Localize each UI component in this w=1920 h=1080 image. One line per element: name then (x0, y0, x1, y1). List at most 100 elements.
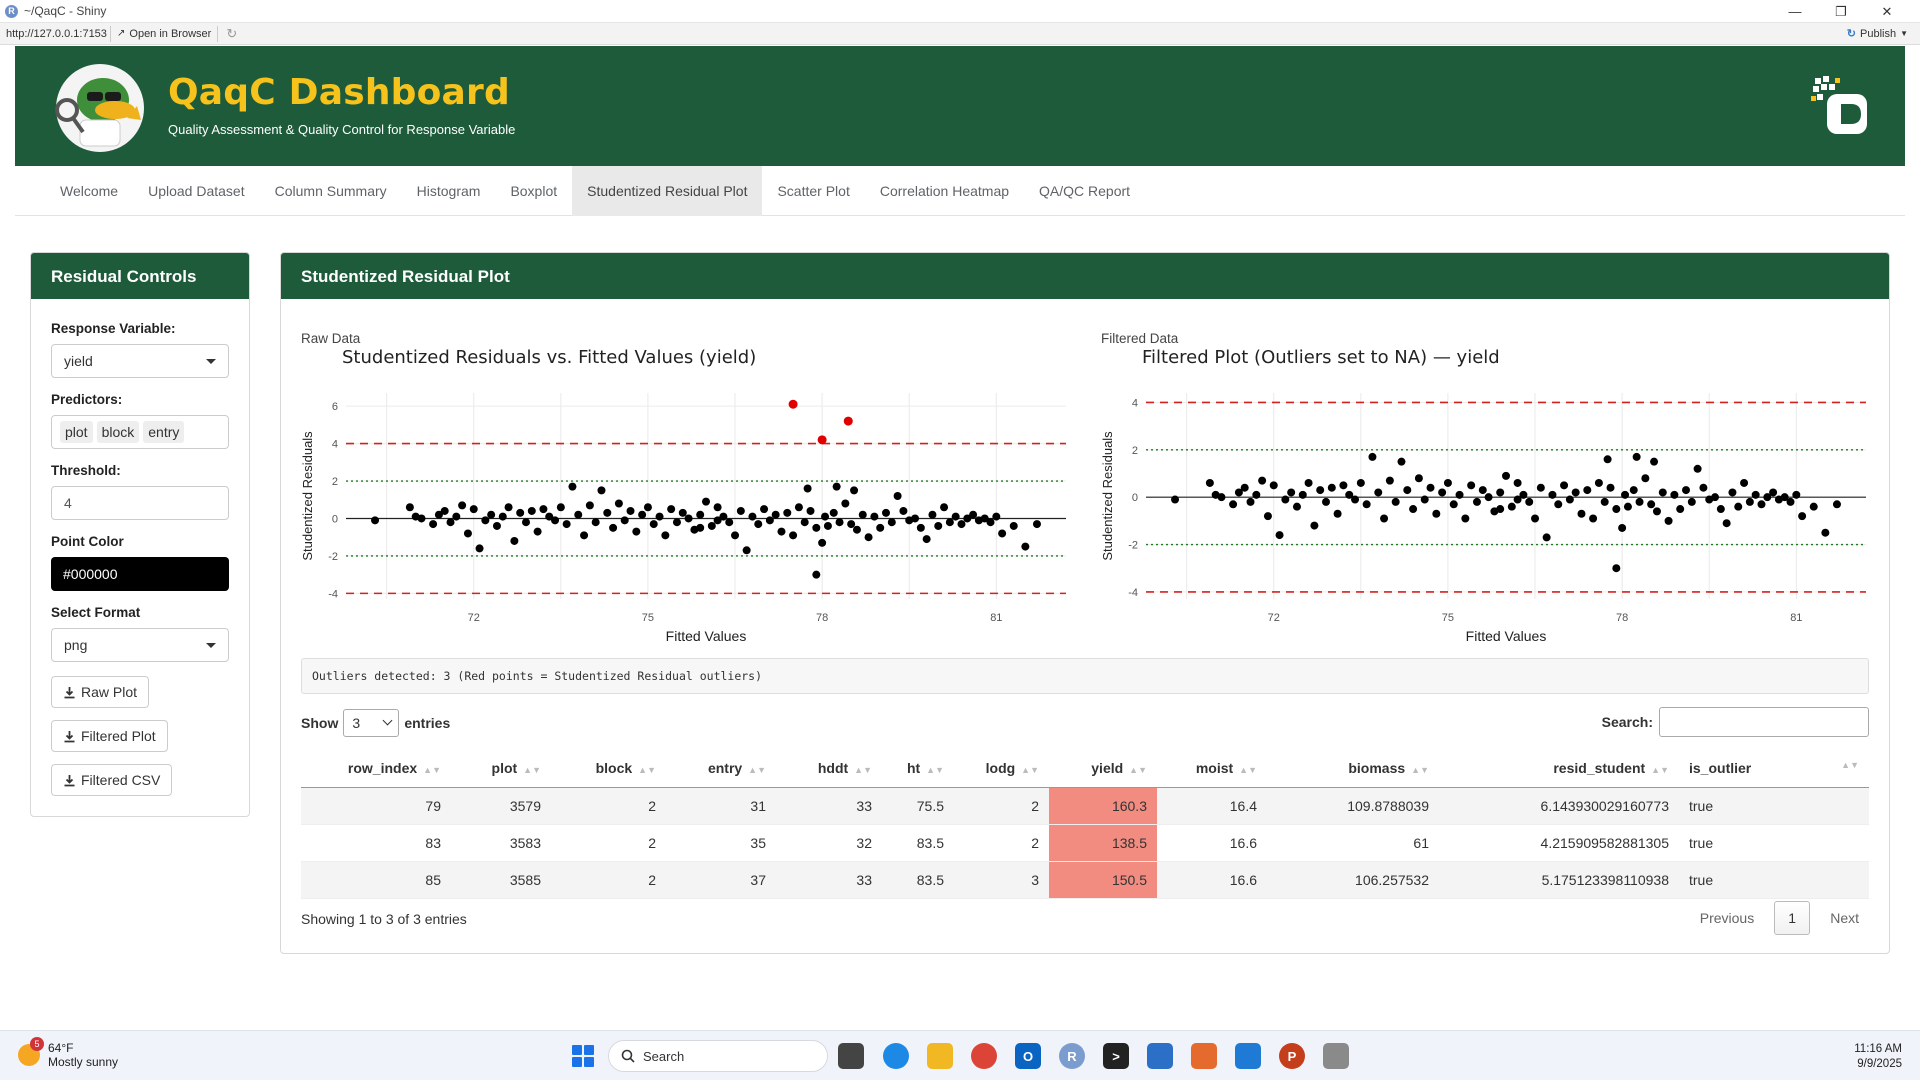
system-clock[interactable]: 11:16 AM 9/9/2025 (1854, 1042, 1902, 1072)
data-point (1438, 488, 1447, 497)
data-point (748, 512, 757, 521)
tab-qaqc-report[interactable]: QA/QC Report (1039, 183, 1131, 199)
download-filtered-csv-button[interactable]: Filtered CSV (51, 764, 173, 796)
task-view-icon[interactable] (838, 1043, 864, 1069)
data-point (684, 514, 693, 523)
col-header[interactable]: ht ▲▼ (882, 749, 954, 788)
predictors-label: Predictors: (51, 392, 123, 407)
duck-mascot-logo (55, 64, 144, 152)
notepad-icon[interactable] (1147, 1043, 1173, 1069)
open-in-browser-button[interactable]: ↗ Open in Browser (110, 25, 219, 42)
data-point (1740, 478, 1749, 487)
col-header[interactable]: moist ▲▼ (1157, 749, 1267, 788)
data-point (585, 501, 594, 510)
weather-widget[interactable]: 5 64°F Mostly sunny (18, 1037, 118, 1069)
data-point (1603, 455, 1612, 464)
tab-boxplot[interactable]: Boxplot (510, 183, 558, 199)
tab-upload-dataset[interactable]: Upload Dataset (148, 183, 245, 199)
data-point (452, 512, 461, 521)
data-point (1577, 509, 1586, 518)
col-header[interactable]: entry ▲▼ (666, 749, 776, 788)
predictors-select[interactable]: plot block entry (51, 415, 229, 449)
data-point (1612, 505, 1621, 514)
table-length-control: Show 3 entries (301, 709, 450, 737)
edge-browser-icon[interactable] (883, 1043, 909, 1069)
data-point (1316, 486, 1325, 495)
tab-studentized-residual-plot[interactable]: Studentized Residual Plot (572, 166, 763, 216)
taskbar-search[interactable]: Search (608, 1040, 828, 1072)
vscode-icon[interactable] (1235, 1043, 1261, 1069)
data-point (1327, 483, 1336, 492)
col-header[interactable]: row_index ▲▼ (301, 749, 451, 788)
col-header[interactable]: block ▲▼ (551, 749, 666, 788)
data-point (1583, 486, 1592, 495)
data-point (1786, 497, 1795, 506)
tab-scatter-plot[interactable]: Scatter Plot (777, 183, 850, 199)
col-header[interactable]: biomass ▲▼ (1267, 749, 1439, 788)
sort-icon: ▲▼ (1021, 764, 1039, 775)
previous-page-button[interactable]: Previous (1699, 910, 1755, 926)
x-axis-label: Fitted Values (666, 628, 747, 644)
entries-length-select[interactable]: 3 (343, 709, 400, 737)
refresh-icon[interactable]: ↻ (226, 25, 238, 41)
data-point (1502, 471, 1510, 480)
predictor-chip[interactable]: plot (60, 421, 93, 443)
data-point (1650, 457, 1659, 466)
file-explorer-icon[interactable] (927, 1043, 953, 1069)
publish-button[interactable]: ↻ Publish ▼ (1847, 27, 1908, 41)
snipping-tool-icon[interactable] (1191, 1043, 1217, 1069)
response-variable-select[interactable]: yield (51, 344, 229, 378)
powerpoint-icon[interactable]: P (1279, 1043, 1305, 1069)
table-row[interactable]: 79 3579 2 31 33 75.5 2 160.3 16.4 109.8788039 6.14… (301, 787, 1869, 825)
predictor-chip[interactable]: entry (143, 421, 185, 443)
outlook-icon[interactable]: O (1015, 1043, 1041, 1069)
threshold-input[interactable]: 4 (51, 486, 229, 520)
terminal-icon[interactable]: > (1103, 1043, 1129, 1069)
col-header[interactable]: resid_student ▲▼ (1439, 749, 1679, 788)
sort-icon: ▲▼ (854, 764, 872, 775)
data-point (1292, 502, 1301, 511)
col-header[interactable]: yield ▲▼ (1049, 749, 1157, 788)
remote-desktop-icon[interactable] (1323, 1043, 1349, 1069)
col-header[interactable]: is_outlier ▲▼ (1679, 749, 1869, 788)
format-select[interactable]: png (51, 628, 229, 662)
data-point (1809, 502, 1818, 511)
table-search-input[interactable] (1659, 707, 1869, 737)
restore-icon[interactable]: ❐ (1835, 3, 1847, 19)
chrome-browser-icon[interactable] (971, 1043, 997, 1069)
minimize-icon[interactable]: — (1788, 4, 1802, 19)
close-icon[interactable]: ✕ (1881, 3, 1893, 19)
data-point (803, 484, 812, 493)
highlighted-yield-cell: 150.5 (1049, 861, 1157, 899)
col-header[interactable]: plot ▲▼ (451, 749, 551, 788)
tab-correlation-heatmap[interactable]: Correlation Heatmap (879, 183, 1010, 199)
next-page-button[interactable]: Next (1830, 910, 1859, 926)
windows-start-icon[interactable] (572, 1045, 594, 1067)
predictor-chip[interactable]: block (96, 421, 140, 443)
y-tick-label: 4 (332, 439, 338, 451)
col-header[interactable]: lodg ▲▼ (954, 749, 1049, 788)
tab-histogram[interactable]: Histogram (416, 183, 481, 199)
point-color-input[interactable]: #000000 (51, 557, 229, 591)
tab-welcome[interactable]: Welcome (60, 183, 119, 199)
download-filtered-plot-button[interactable]: Filtered Plot (51, 720, 168, 752)
data-point (1641, 474, 1650, 483)
data-point (1525, 497, 1534, 506)
rstudio-icon[interactable]: R (1059, 1043, 1085, 1069)
data-point (527, 506, 536, 515)
data-point (1832, 500, 1841, 509)
table-row[interactable]: 85 3585 2 37 33 83.5 3 150.5 16.6 106.257532 5.175… (301, 861, 1869, 899)
tab-column-summary[interactable]: Column Summary (274, 183, 387, 199)
download-raw-plot-button[interactable]: Raw Plot (51, 676, 150, 708)
sun-icon: 5 (18, 1037, 44, 1066)
data-point (551, 516, 560, 525)
app-header: QaqC Dashboard Quality Assessment & Qual… (15, 46, 1905, 166)
y-tick-label: 2 (1132, 445, 1138, 457)
col-header[interactable]: hddt ▲▼ (776, 749, 882, 788)
table-row[interactable]: 83 3583 2 35 32 83.5 2 138.5 16.6 61 4.21590958288… (301, 824, 1869, 862)
current-page-button[interactable]: 1 (1774, 901, 1811, 935)
url-text[interactable]: http://127.0.0.1:7153 (6, 27, 107, 40)
data-point (1362, 500, 1371, 509)
sort-icon: ▲▼ (1411, 764, 1429, 775)
plot-title: Filtered Plot (Outliers set to NA) — yie… (1142, 349, 1500, 368)
